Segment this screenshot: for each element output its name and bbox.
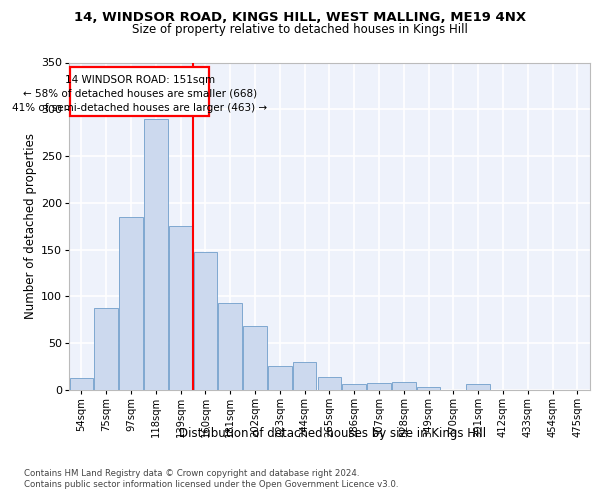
Text: Contains HM Land Registry data © Crown copyright and database right 2024.: Contains HM Land Registry data © Crown c…	[24, 469, 359, 478]
Bar	[466, 384, 490, 390]
Text: 14 WINDSOR ROAD: 151sqm: 14 WINDSOR ROAD: 151sqm	[65, 74, 215, 85]
FancyBboxPatch shape	[70, 67, 209, 116]
Text: Distribution of detached houses by size in Kings Hill: Distribution of detached houses by size …	[179, 428, 487, 440]
Bar	[119, 217, 143, 390]
Bar	[268, 366, 292, 390]
Bar	[417, 387, 440, 390]
Bar	[243, 326, 267, 390]
Text: Size of property relative to detached houses in Kings Hill: Size of property relative to detached ho…	[132, 22, 468, 36]
Bar	[169, 226, 193, 390]
Bar	[70, 378, 93, 390]
Bar	[94, 308, 118, 390]
Bar	[293, 362, 316, 390]
Bar	[144, 118, 167, 390]
Y-axis label: Number of detached properties: Number of detached properties	[24, 133, 37, 320]
Bar	[343, 384, 366, 390]
Text: 41% of semi-detached houses are larger (463) →: 41% of semi-detached houses are larger (…	[12, 102, 267, 113]
Bar	[317, 377, 341, 390]
Bar	[392, 382, 416, 390]
Bar	[367, 384, 391, 390]
Text: ← 58% of detached houses are smaller (668): ← 58% of detached houses are smaller (66…	[23, 88, 257, 99]
Text: 14, WINDSOR ROAD, KINGS HILL, WEST MALLING, ME19 4NX: 14, WINDSOR ROAD, KINGS HILL, WEST MALLI…	[74, 11, 526, 24]
Text: Contains public sector information licensed under the Open Government Licence v3: Contains public sector information licen…	[24, 480, 398, 489]
Bar	[218, 303, 242, 390]
Bar	[194, 252, 217, 390]
